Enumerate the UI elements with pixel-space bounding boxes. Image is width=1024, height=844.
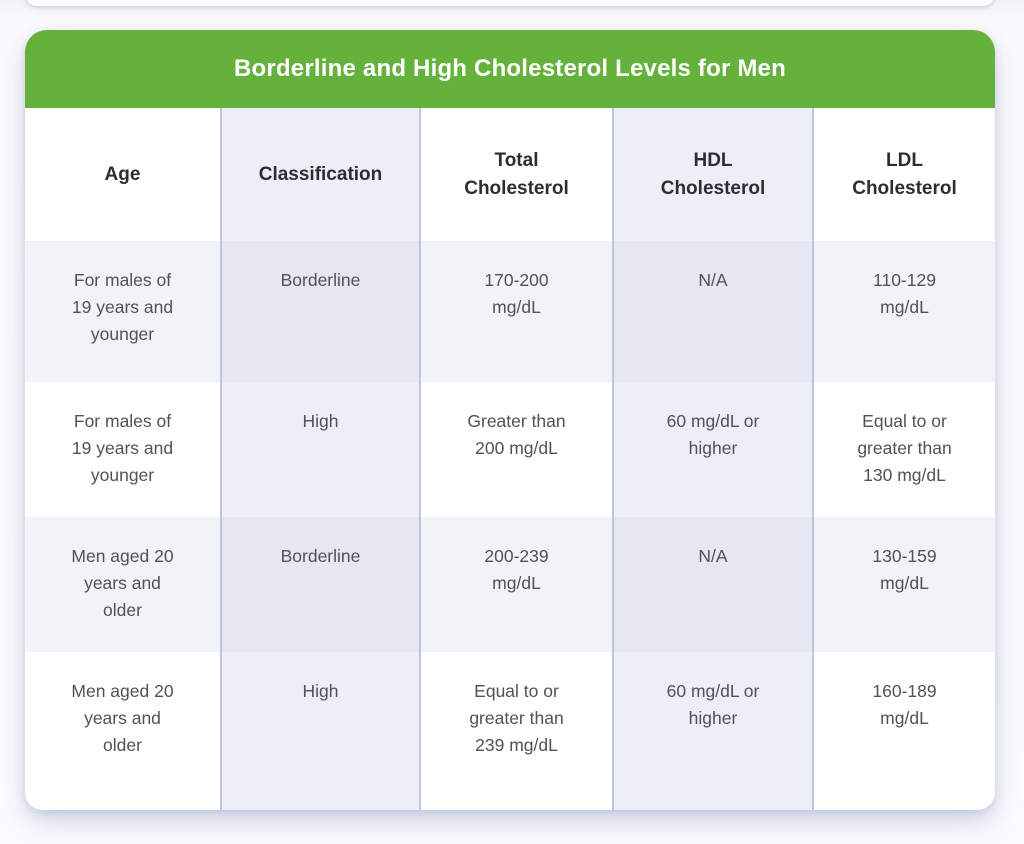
header-cell-classification: Classification [220, 108, 419, 241]
table-cell-hdl-r3: N/A [612, 517, 812, 652]
header-cell-hdl-cholesterol: HDL Cholesterol [612, 108, 812, 241]
cholesterol-table: Age Classification Total Cholesterol HDL… [25, 108, 995, 810]
table-cell-ldl-r3: 130-159 mg/dL [812, 517, 995, 652]
header-cell-ldl-cholesterol: LDL Cholesterol [812, 108, 995, 241]
table-cell-classification-r2: High [220, 382, 419, 517]
table-cell-classification-r3: Borderline [220, 517, 419, 652]
table-cell-total-r2: Greater than 200 mg/dL [419, 382, 612, 517]
table-cell-age-r1: For males of 19 years and younger [25, 241, 220, 382]
header-cell-age: Age [25, 108, 220, 241]
table-cell-age-r2: For males of 19 years and younger [25, 382, 220, 517]
table-cell-total-r1: 170-200 mg/dL [419, 241, 612, 382]
table-cell-ldl-r2: Equal to or greater than 130 mg/dL [812, 382, 995, 517]
table-cell-hdl-r2: 60 mg/dL or higher [612, 382, 812, 517]
table-title-bar: Borderline and High Cholesterol Levels f… [25, 30, 995, 108]
table-cell-total-r4: Equal to or greater than 239 mg/dL [419, 652, 612, 810]
header-cell-total-cholesterol: Total Cholesterol [419, 108, 612, 241]
table-cell-hdl-r1: N/A [612, 241, 812, 382]
table-cell-age-r3: Men aged 20 years and older [25, 517, 220, 652]
cholesterol-table-card: Borderline and High Cholesterol Levels f… [25, 30, 995, 810]
table-cell-total-r3: 200-239 mg/dL [419, 517, 612, 652]
table-title: Borderline and High Cholesterol Levels f… [234, 55, 786, 82]
table-cell-classification-r1: Borderline [220, 241, 419, 382]
table-cell-age-r4: Men aged 20 years and older [25, 652, 220, 810]
table-cell-ldl-r1: 110-129 mg/dL [812, 241, 995, 382]
table-cell-classification-r4: High [220, 652, 419, 810]
partial-card-above [25, 0, 995, 6]
table-cell-ldl-r4: 160-189 mg/dL [812, 652, 995, 810]
table-cell-hdl-r4: 60 mg/dL or higher [612, 652, 812, 810]
